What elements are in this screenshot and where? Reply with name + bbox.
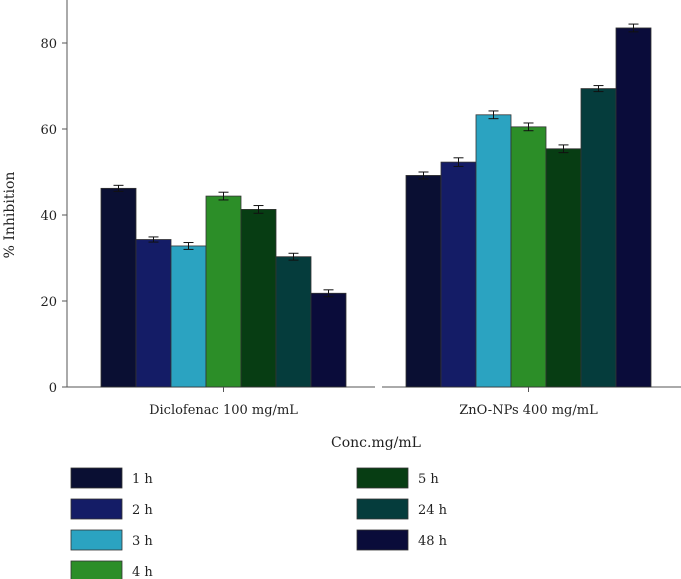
bar [510,126,547,388]
bar [545,148,582,388]
y-tick-label: 60 [40,123,57,138]
legend-swatch [356,467,409,489]
legend-swatch [70,467,123,489]
legend-label: 5 h [418,472,439,487]
bar [205,195,242,388]
chart-ticks: 0 20 40 60 80 Diclofenac 100 mg/mL ZnO-NPs 400… [40,37,598,418]
bar [170,245,207,388]
legend-label: 3 h [132,534,153,549]
bar [580,88,617,388]
chart-legend: 1 h 2 h 3 h 4 h 5 h 24 h 48 h [70,467,448,579]
bar [310,292,347,388]
y-tick-label: 0 [49,381,57,396]
y-axis-label: % Inhibition [2,172,18,259]
legend-label: 4 h [132,565,153,579]
bar [275,256,312,388]
bar [405,175,442,388]
bar [100,187,137,388]
bar [615,27,652,388]
chart-bars [100,23,652,388]
legend-label: 48 h [418,534,448,549]
bar [440,161,477,388]
bar [475,114,512,388]
legend-swatch [70,529,123,551]
x-axis-label: Conc.mg/mL [331,435,421,451]
legend-swatch [356,498,409,520]
legend-label: 1 h [132,472,153,487]
y-tick-label: 20 [40,295,57,310]
bar [240,209,277,388]
legend-label: 24 h [418,503,448,518]
y-tick-label: 80 [40,37,57,52]
legend-swatch [356,529,409,551]
legend-label: 2 h [132,503,153,518]
x-tick-label: ZnO-NPs 400 mg/mL [459,403,598,418]
legend-swatch [70,560,123,579]
y-tick-label: 40 [40,209,57,224]
bar [135,239,172,388]
legend-swatch [70,498,123,520]
x-tick-label: Diclofenac 100 mg/mL [149,403,298,418]
